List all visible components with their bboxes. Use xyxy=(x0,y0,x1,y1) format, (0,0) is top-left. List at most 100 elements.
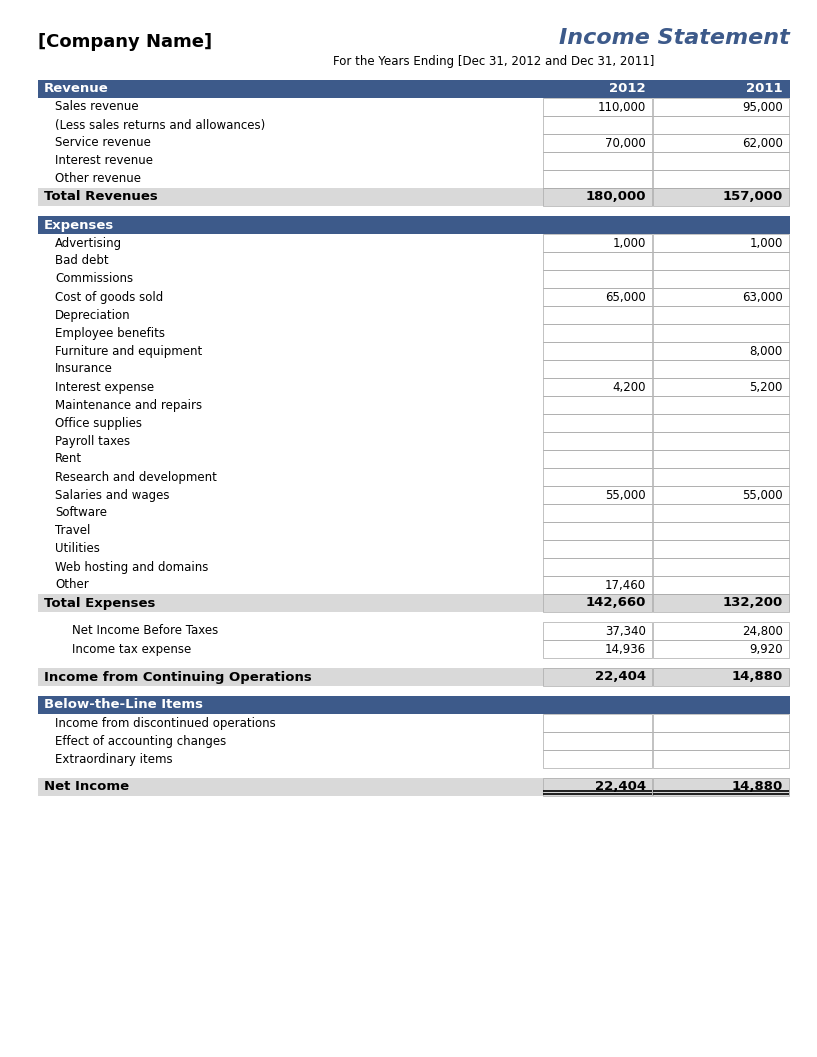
Text: Other: Other xyxy=(55,578,89,592)
Bar xyxy=(38,750,790,768)
Text: Utilities: Utilities xyxy=(55,542,100,556)
Text: 22,404: 22,404 xyxy=(595,780,646,794)
Text: Payroll taxes: Payroll taxes xyxy=(55,434,130,447)
Bar xyxy=(653,116,789,134)
Bar xyxy=(543,324,652,342)
Text: Extraordinary items: Extraordinary items xyxy=(55,753,172,765)
Text: Income tax expense: Income tax expense xyxy=(72,643,191,655)
Bar xyxy=(543,540,652,558)
Text: 8,000: 8,000 xyxy=(750,345,783,357)
Bar xyxy=(543,450,652,468)
Bar xyxy=(653,668,789,686)
Bar xyxy=(543,170,652,188)
Bar xyxy=(543,594,652,612)
Bar xyxy=(543,152,652,170)
Bar xyxy=(653,639,789,659)
Bar xyxy=(38,170,790,188)
Bar xyxy=(543,576,652,594)
Text: 37,340: 37,340 xyxy=(605,625,646,637)
Text: Net Income Before Taxes: Net Income Before Taxes xyxy=(72,625,218,637)
Text: 63,000: 63,000 xyxy=(743,291,783,303)
Bar xyxy=(543,486,652,504)
Bar xyxy=(653,234,789,252)
Bar xyxy=(38,270,790,288)
Text: Effect of accounting changes: Effect of accounting changes xyxy=(55,735,226,747)
Bar xyxy=(653,360,789,378)
Bar xyxy=(543,558,652,576)
Text: Sales revenue: Sales revenue xyxy=(55,100,139,113)
Bar xyxy=(543,432,652,450)
Bar xyxy=(653,134,789,152)
Bar xyxy=(653,252,789,270)
Bar xyxy=(38,378,790,396)
Text: 4,200: 4,200 xyxy=(613,381,646,393)
Text: Expenses: Expenses xyxy=(44,219,114,231)
Bar xyxy=(543,170,652,188)
Bar xyxy=(543,134,652,152)
Bar xyxy=(653,360,789,378)
Bar xyxy=(543,305,652,324)
Bar xyxy=(653,540,789,558)
Bar xyxy=(653,622,789,639)
Bar xyxy=(653,668,789,686)
Bar xyxy=(653,396,789,414)
Text: 2012: 2012 xyxy=(609,82,646,95)
Text: Total Expenses: Total Expenses xyxy=(44,596,155,610)
Bar xyxy=(38,342,790,360)
Bar xyxy=(543,414,652,432)
Text: 1,000: 1,000 xyxy=(750,237,783,249)
Bar xyxy=(38,432,790,450)
Text: Total Revenues: Total Revenues xyxy=(44,190,158,204)
Bar xyxy=(543,594,652,612)
Text: Bad debt: Bad debt xyxy=(55,255,109,267)
Text: 14,880: 14,880 xyxy=(732,780,783,794)
Bar xyxy=(543,152,652,170)
Bar xyxy=(653,504,789,522)
Bar xyxy=(653,450,789,468)
Text: Salaries and wages: Salaries and wages xyxy=(55,488,169,501)
Bar xyxy=(653,414,789,432)
Bar xyxy=(38,540,790,558)
Bar xyxy=(543,252,652,270)
Bar xyxy=(543,576,652,594)
Bar xyxy=(653,750,789,768)
Bar xyxy=(543,116,652,134)
Bar xyxy=(543,414,652,432)
Bar xyxy=(653,170,789,188)
Text: 55,000: 55,000 xyxy=(605,488,646,501)
Bar xyxy=(653,432,789,450)
Bar xyxy=(543,750,652,768)
Bar xyxy=(653,750,789,768)
Bar xyxy=(543,188,652,206)
Bar xyxy=(653,504,789,522)
Bar xyxy=(653,152,789,170)
Text: Travel: Travel xyxy=(55,524,91,538)
Bar xyxy=(38,324,790,342)
Bar xyxy=(543,342,652,360)
Bar xyxy=(653,778,789,796)
Text: 1,000: 1,000 xyxy=(613,237,646,249)
Bar xyxy=(543,639,652,659)
Bar xyxy=(38,733,790,750)
Bar xyxy=(653,450,789,468)
Bar xyxy=(543,288,652,305)
Bar xyxy=(38,252,790,270)
Bar xyxy=(653,414,789,432)
Text: Research and development: Research and development xyxy=(55,470,217,483)
Bar xyxy=(653,522,789,540)
Bar xyxy=(38,522,790,540)
Bar xyxy=(543,116,652,134)
Text: 157,000: 157,000 xyxy=(723,190,783,204)
Text: Cost of goods sold: Cost of goods sold xyxy=(55,291,163,303)
Text: 95,000: 95,000 xyxy=(743,100,783,113)
Bar xyxy=(38,696,790,713)
Bar xyxy=(38,98,790,116)
Bar xyxy=(38,468,790,486)
Text: 22,404: 22,404 xyxy=(595,670,646,684)
Bar xyxy=(543,778,652,796)
Bar xyxy=(653,288,789,305)
Text: Interest expense: Interest expense xyxy=(55,381,154,393)
Bar xyxy=(38,639,790,659)
Text: Software: Software xyxy=(55,506,107,519)
Bar xyxy=(543,432,652,450)
